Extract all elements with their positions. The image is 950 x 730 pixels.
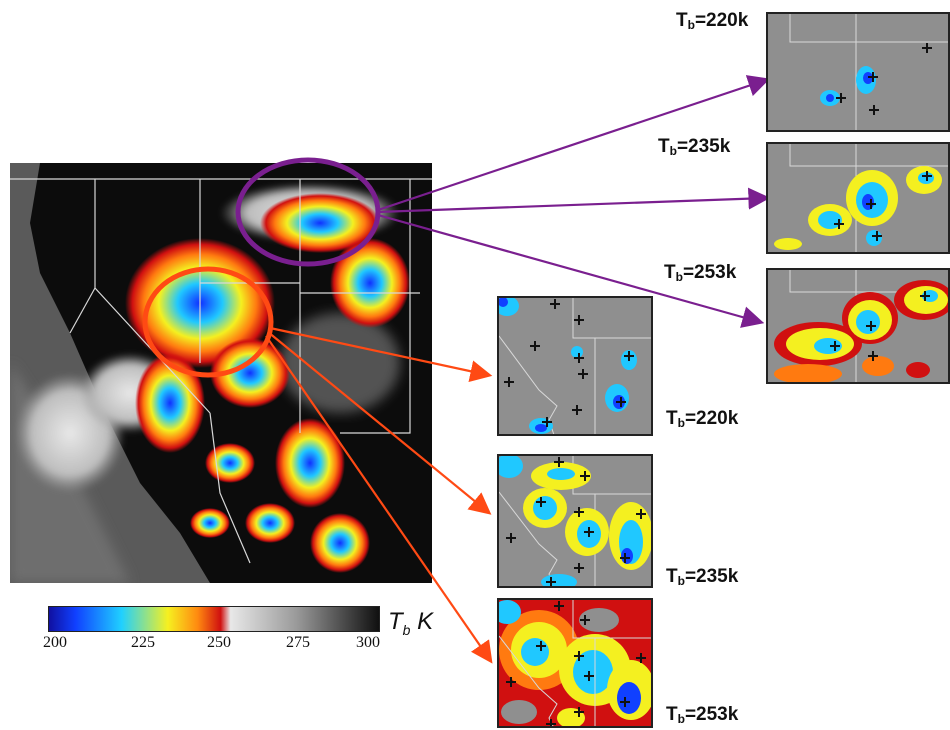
arrow-south-253 [265,335,493,664]
south-panel-3-label: Tb=253k [666,704,739,726]
arrow-south-220 [269,326,493,383]
south-panel-220k [497,296,653,436]
north-panel-235k [766,142,950,254]
arrow-south-235 [267,331,492,515]
arrow-north-220 [377,75,771,212]
color-scale-bar [48,606,380,632]
south-panel-235k [497,454,653,588]
south-panel-2-label: Tb=235k [666,566,739,588]
arrow-north-253 [377,213,765,328]
scale-tick-200: 200 [43,634,67,651]
satellite-map [10,163,432,583]
scale-tick-225: 225 [131,634,155,651]
north-panel-2-label: Tb=235k [658,136,731,158]
scale-tick-300: 300 [356,634,380,651]
north-panel-1-label: Tb=220k [676,10,749,32]
north-panel-253k [766,268,950,384]
south-panel-253k [497,598,653,728]
scale-tick-275: 275 [286,634,310,651]
north-panel-220k [766,12,950,132]
south-panel-1-label: Tb=220k [666,408,739,430]
arrow-north-235 [377,187,771,214]
south-region-ellipse [142,266,274,378]
scale-units-label: Tb K [388,608,434,638]
north-panel-3-label: Tb=253k [664,262,737,284]
north-region-ellipse [235,157,381,267]
scale-tick-250: 250 [207,634,231,651]
